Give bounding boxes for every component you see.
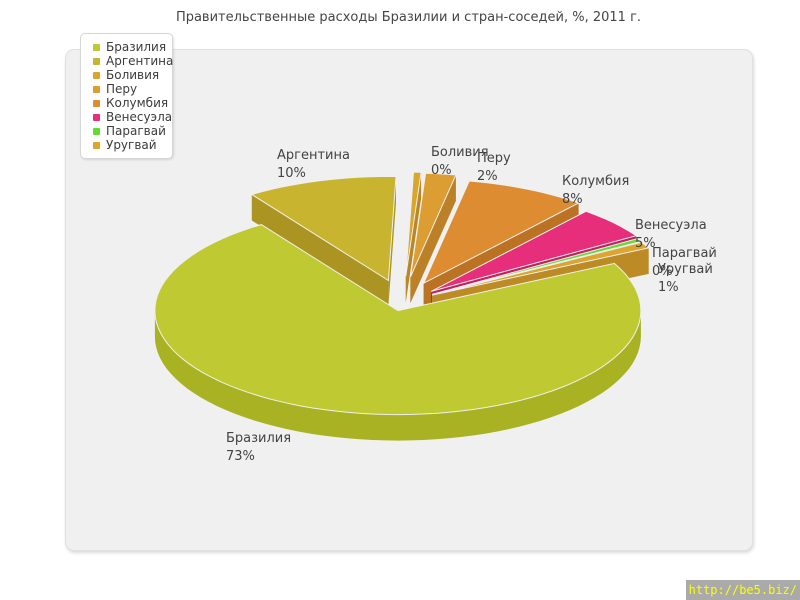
- legend-label: Венесуэла: [106, 110, 173, 124]
- legend-label: Парагвай: [106, 124, 166, 138]
- pie-slice-venezuela: [430, 210, 638, 292]
- pie-slice-argentina: [250, 176, 397, 282]
- legend-swatch-brazil: [93, 43, 100, 51]
- legend-swatch-colombia: [93, 99, 100, 107]
- legend-item-peru: Перу: [81, 82, 172, 96]
- pie-slice-side-bolivia: [405, 172, 422, 303]
- legend-item-paraguay: Парагвай: [81, 124, 172, 138]
- legend-item-bolivia: Боливия: [81, 68, 172, 82]
- pie-slice-uruguay: [432, 241, 650, 296]
- legend-label: Уругвай: [106, 138, 157, 152]
- pie-slice-peru: [409, 172, 457, 278]
- legend-item-argentina: Аргентина: [81, 54, 174, 68]
- pie-slice-side-argentina: [251, 194, 389, 307]
- pie-slice-paraguay: [431, 238, 643, 295]
- legend-item-uruguay: Уругвай: [81, 138, 172, 152]
- legend: Бразилия Аргентина Боливия Перу Колумбия Вене…: [80, 33, 173, 159]
- legend-swatch-paraguay: [93, 127, 100, 135]
- legend-item-colombia: Колумбия: [81, 96, 172, 110]
- legend-label: Перу: [106, 82, 138, 96]
- pie-slice-skirt-brazil: [154, 310, 641, 441]
- legend-swatch-bolivia: [93, 71, 100, 79]
- legend-swatch-argentina: [93, 57, 100, 65]
- legend-label: Боливия: [106, 68, 160, 82]
- legend-label: Аргентина: [106, 54, 174, 68]
- legend-swatch-venezuela: [93, 113, 100, 121]
- legend-label: Колумбия: [106, 96, 169, 110]
- legend-item-brazil: Бразилия: [81, 40, 172, 54]
- chart-title: Правительственные расходы Бразилии и стр…: [175, 10, 642, 25]
- legend-swatch-uruguay: [93, 141, 100, 149]
- watermark-link[interactable]: http://be5.biz/: [685, 580, 800, 600]
- legend-label: Бразилия: [106, 40, 167, 54]
- pie-slice-bolivia: [405, 171, 422, 277]
- pie-slice-side-peru: [410, 174, 456, 304]
- legend-item-venezuela: Венесуэла: [81, 110, 172, 124]
- pie-slice-brazil: [154, 224, 642, 416]
- legend-swatch-peru: [93, 85, 100, 93]
- pie-slice-colombia: [422, 180, 580, 285]
